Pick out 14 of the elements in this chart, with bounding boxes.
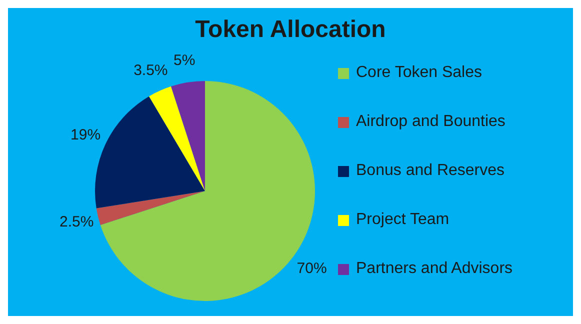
data-label: 3.5% xyxy=(134,62,168,80)
legend-label: Partners and Advisors xyxy=(356,259,514,279)
pie-slice xyxy=(171,81,205,191)
pie-slice xyxy=(149,86,205,191)
legend-label: Airdrop and Bounties xyxy=(356,112,506,132)
pie-slice xyxy=(96,191,205,225)
data-label: 5% xyxy=(174,52,196,70)
chart-title: Token Allocation xyxy=(194,16,387,44)
data-label: 2.5% xyxy=(60,213,94,230)
legend-label: Project Team xyxy=(356,210,450,230)
legend-label: Bonus and Reserves xyxy=(356,161,506,181)
legend-label: Core Token Sales xyxy=(356,63,483,83)
data-label: 70% xyxy=(296,260,327,278)
data-label: 19% xyxy=(70,126,101,144)
